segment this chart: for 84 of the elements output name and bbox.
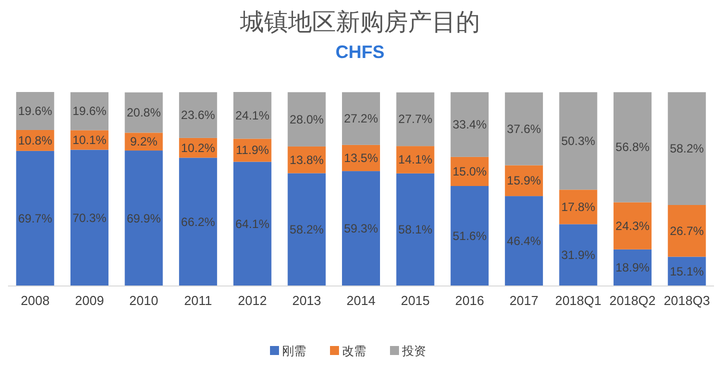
data-label: 19.6% [72, 104, 107, 118]
data-label: 13.8% [290, 152, 324, 167]
bar [124, 92, 163, 133]
x-tick-label: 2018Q1 [555, 293, 602, 308]
data-label: 70.3% [72, 210, 107, 225]
bar [16, 92, 54, 130]
data-label: 58.1% [398, 222, 433, 237]
data-label: 31.9% [561, 248, 596, 262]
bar [559, 92, 598, 190]
data-label: 51.6% [452, 229, 487, 243]
x-tick-label: 2008 [20, 293, 50, 308]
data-label: 10.2% [181, 140, 216, 155]
bar [396, 92, 434, 146]
data-label: 37.6% [506, 122, 542, 136]
bar [288, 92, 326, 146]
x-tick-label: 2013 [292, 293, 322, 308]
chart-title: 城镇地区新购房产目的 [239, 9, 480, 36]
bar [396, 173, 434, 286]
x-tick-label: 2018Q2 [609, 293, 656, 308]
data-label: 69.7% [18, 211, 52, 226]
x-tick-label: 2010 [129, 293, 158, 308]
data-label: 58.2% [670, 142, 704, 156]
data-label: 10.1% [72, 132, 107, 147]
bar [504, 92, 543, 166]
bar [70, 92, 108, 130]
data-label: 11.9% [236, 143, 270, 158]
bar [668, 204, 706, 257]
bar [559, 190, 598, 224]
data-label: 33.4% [452, 118, 487, 132]
bar [668, 92, 706, 205]
x-tick-label: 2011 [184, 293, 212, 308]
bar [614, 202, 652, 250]
data-label: 15.0% [452, 164, 487, 178]
x-tick-label: 2016 [455, 293, 484, 308]
data-label: 28.0% [290, 112, 324, 126]
bar [614, 92, 652, 202]
data-label: 18.9% [616, 260, 650, 275]
bar [179, 92, 218, 138]
data-label: 50.3% [561, 134, 596, 148]
x-tick-label: 2012 [238, 293, 267, 308]
data-label: 13.5% [344, 150, 378, 165]
data-label: 66.2% [181, 214, 216, 229]
data-label: 58.2% [290, 222, 324, 237]
data-label: 27.2% [344, 112, 378, 126]
data-label: 15.9% [506, 174, 542, 188]
bar [233, 162, 272, 286]
data-label: 17.8% [561, 200, 596, 214]
bar [450, 92, 489, 157]
data-label: 64.1% [235, 216, 270, 231]
bar [124, 150, 163, 286]
bar [342, 171, 380, 286]
legend-label: 改需 [342, 344, 366, 358]
data-label: 26.7% [670, 224, 704, 238]
chart-subtitle: CHFS [336, 42, 384, 62]
legend-label: 刚需 [282, 344, 306, 358]
bar [342, 92, 380, 145]
bar [233, 92, 272, 139]
bar [70, 150, 108, 286]
bar [559, 224, 598, 286]
data-label: 9.2% [130, 134, 158, 149]
legend-label: 投资 [401, 344, 426, 358]
x-tick-label: 2017 [509, 293, 538, 308]
data-label: 27.7% [398, 112, 433, 126]
data-label: 23.6% [181, 108, 216, 122]
data-label: 59.3% [344, 222, 378, 236]
bar [179, 158, 218, 286]
data-label: 15.1% [670, 264, 704, 278]
data-label: 20.8% [126, 106, 162, 120]
data-label: 14.1% [398, 152, 433, 167]
x-tick-label: 2014 [346, 293, 376, 308]
x-tick-label: 2018Q3 [664, 293, 710, 308]
data-label: 69.9% [126, 211, 162, 226]
x-tick-label: 2015 [400, 293, 430, 308]
data-label: 19.6% [18, 104, 52, 118]
bar [504, 196, 543, 286]
bar [288, 173, 326, 286]
x-tick-label: 2009 [75, 293, 104, 308]
data-label: 24.3% [616, 218, 650, 233]
data-label: 46.4% [506, 234, 542, 248]
data-label: 24.1% [235, 108, 270, 122]
data-label: 56.8% [616, 140, 650, 154]
bar [16, 150, 54, 286]
data-label: 10.8% [18, 133, 52, 148]
bar [450, 186, 489, 286]
